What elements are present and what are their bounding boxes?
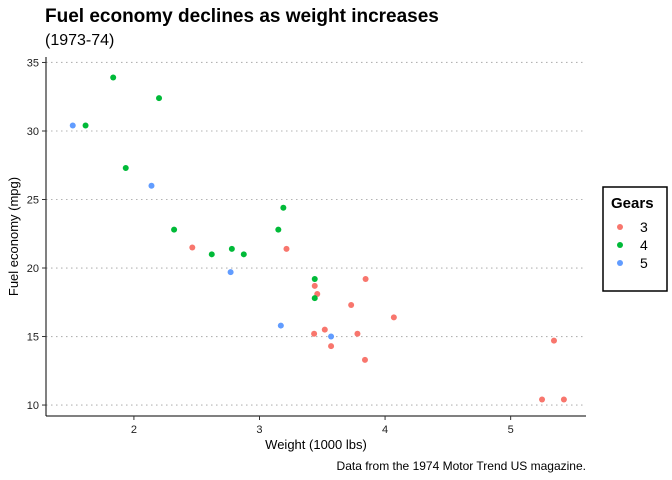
legend-label-5: 5 <box>640 255 648 271</box>
data-point-gear-3 <box>189 244 196 251</box>
data-point-gear-4 <box>156 95 163 102</box>
y-tick-label: 30 <box>27 126 39 138</box>
y-axis-title: Fuel economy (mpg) <box>6 177 21 296</box>
legend-box <box>602 186 668 292</box>
data-point-gear-4 <box>122 164 129 171</box>
y-tick-label: 20 <box>27 263 39 275</box>
data-point-gear-4 <box>82 122 89 129</box>
y-tick-label: 25 <box>27 195 39 207</box>
data-point-gear-3 <box>560 396 567 403</box>
legend-key-3 <box>617 224 623 230</box>
y-tick-label: 15 <box>27 332 39 344</box>
data-point-gear-3 <box>348 302 355 309</box>
data-point-gear-4 <box>228 245 235 252</box>
legend-key-5 <box>617 260 623 266</box>
legend-label-4: 4 <box>640 237 648 253</box>
chart-subtitle: (1973-74) <box>45 32 115 49</box>
legend-title: Gears <box>611 195 654 212</box>
data-point-gear-3 <box>390 314 397 321</box>
data-points <box>69 74 567 403</box>
data-point-gear-4 <box>240 251 247 258</box>
data-point-gear-4 <box>275 226 282 233</box>
data-point-gear-3 <box>361 356 368 363</box>
chart-title: Fuel economy declines as weight increase… <box>45 6 439 27</box>
legend-key-4 <box>617 242 623 248</box>
data-point-gear-5 <box>227 269 234 276</box>
legend-label-3: 3 <box>640 219 648 235</box>
tick-labels: 2 3 4 5 10 15 20 25 30 35 <box>27 57 514 436</box>
data-point-gear-4 <box>311 275 318 282</box>
data-point-gear-3 <box>311 330 318 337</box>
data-point-gear-4 <box>280 204 287 211</box>
axes <box>45 57 586 417</box>
data-point-gear-4 <box>171 226 178 233</box>
x-tick-label: 3 <box>256 424 262 436</box>
data-point-gear-3 <box>550 337 557 344</box>
legend: Gears 3 4 5 <box>602 186 668 292</box>
data-point-gear-3 <box>354 330 361 337</box>
x-tick-label: 2 <box>131 424 137 436</box>
y-tick-label: 35 <box>27 57 39 69</box>
y-tick-label: 10 <box>27 400 39 412</box>
data-point-gear-4 <box>208 251 215 258</box>
data-point-gear-3 <box>283 245 290 252</box>
x-axis-title: Weight (1000 lbs) <box>265 437 367 452</box>
legend-items: 3 4 5 <box>617 219 648 271</box>
data-point-gear-3 <box>539 396 546 403</box>
data-point-gear-5 <box>69 122 76 129</box>
data-point-gear-3 <box>328 343 335 350</box>
data-point-gear-3 <box>362 275 369 282</box>
grid-lines <box>46 61 586 406</box>
data-point-gear-3 <box>321 326 328 333</box>
data-point-gear-5 <box>148 182 155 189</box>
x-tick-label: 4 <box>382 424 388 436</box>
chart-caption: Data from the 1974 Motor Trend US magazi… <box>337 459 586 473</box>
data-point-gear-5 <box>277 322 284 329</box>
x-tick-label: 5 <box>508 424 514 436</box>
data-point-gear-4 <box>311 295 318 302</box>
data-point-gear-4 <box>110 74 117 81</box>
data-point-gear-5 <box>328 333 335 340</box>
data-point-gear-3 <box>311 282 318 289</box>
